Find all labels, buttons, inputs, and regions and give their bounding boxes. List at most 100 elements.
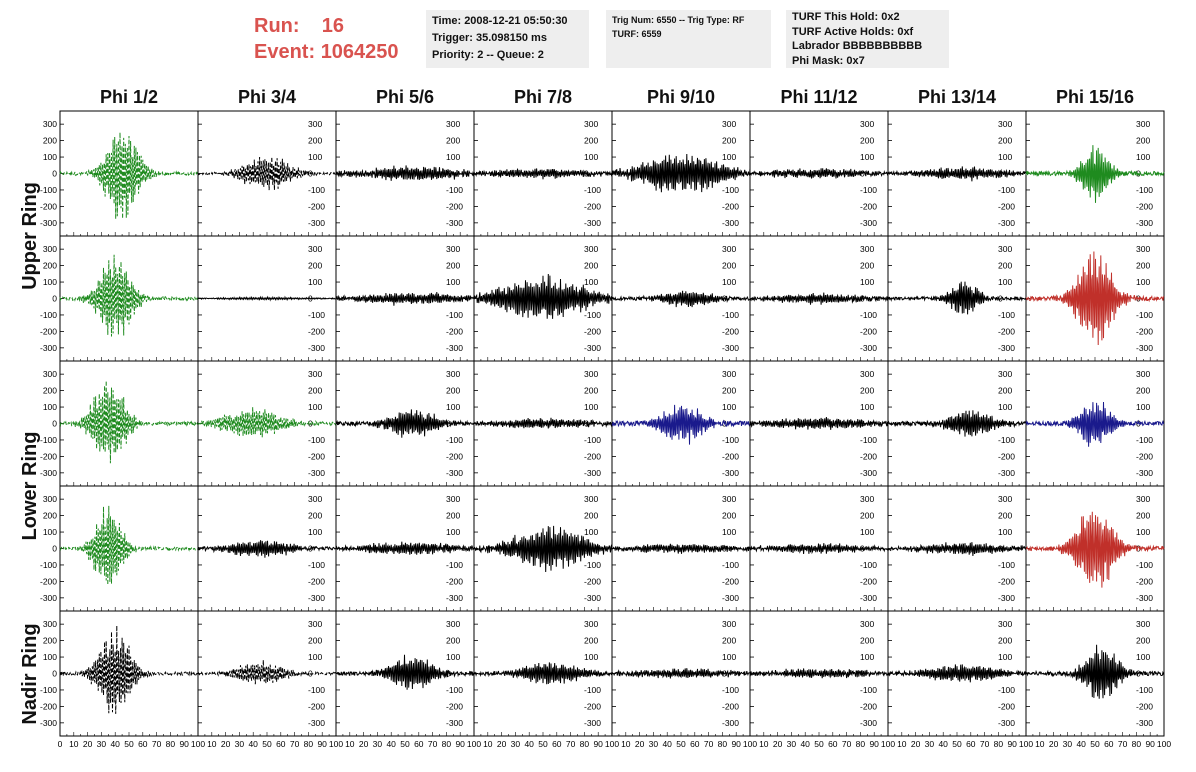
x-tick-label: 50 (1090, 739, 1100, 749)
y-tick-label: -200 (1136, 201, 1153, 211)
waveform-trace (749, 668, 889, 679)
y-tick-label: 200 (308, 386, 322, 396)
x-tick-label: 20 (221, 739, 231, 749)
y-tick-label: 200 (308, 511, 322, 521)
x-tick-label: 30 (1063, 739, 1073, 749)
waveform-trace (611, 404, 751, 445)
y-tick-label: -200 (722, 576, 739, 586)
y-tick-label: -300 (722, 468, 739, 478)
y-tick-label: -200 (446, 701, 463, 711)
waveform-trace (335, 409, 475, 438)
info-line: TURF Active Holds: 0xf (792, 25, 914, 38)
y-tick-label: -200 (722, 201, 739, 211)
y-tick-label: -300 (584, 593, 601, 603)
y-tick-label: 200 (43, 136, 57, 146)
y-tick-label: -300 (1136, 718, 1153, 728)
y-tick-label: 200 (308, 636, 322, 646)
y-tick-label: 100 (722, 527, 736, 537)
y-tick-label: -300 (446, 218, 463, 228)
x-tick-label: 80 (304, 739, 314, 749)
y-tick-label: 200 (722, 511, 736, 521)
y-tick-label: -100 (998, 560, 1015, 570)
y-tick-label: 300 (998, 119, 1012, 129)
y-tick-label: -300 (1136, 593, 1153, 603)
x-tick-label: 90 (1145, 739, 1155, 749)
y-tick-label: 300 (446, 369, 460, 379)
y-tick-label: -300 (308, 218, 325, 228)
waveform-trace (473, 525, 613, 573)
x-tick-label: 0 (58, 739, 63, 749)
y-tick-label: -300 (1136, 468, 1153, 478)
y-tick-label: -100 (308, 685, 325, 695)
y-tick-label: 100 (584, 277, 598, 287)
x-tick-label: 90 (731, 739, 741, 749)
event-value: 1064250 (320, 41, 399, 63)
y-tick-label: 100 (1136, 152, 1150, 162)
y-tick-label: 300 (584, 619, 598, 629)
waveform-trace (473, 662, 613, 685)
y-tick-label: -100 (584, 435, 601, 445)
waveform-trace (1025, 145, 1165, 203)
x-tick-label: 20 (497, 739, 507, 749)
waveform-trace (749, 416, 889, 430)
x-tick-label: 40 (938, 739, 948, 749)
y-tick-label: -200 (860, 701, 877, 711)
y-tick-label: 0 (52, 544, 57, 554)
y-tick-label: -200 (40, 576, 57, 586)
waveform-trace (749, 292, 889, 305)
waveform-trace (887, 281, 1027, 315)
y-tick-label: 100 (584, 652, 598, 662)
x-tick-label: 20 (359, 739, 369, 749)
x-tick-label: 60 (828, 739, 838, 749)
y-tick-label: 200 (584, 136, 598, 146)
waveform-trace (59, 505, 199, 585)
y-tick-label: 100 (722, 402, 736, 412)
y-tick-label: -100 (998, 685, 1015, 695)
waveform-trace (887, 410, 1027, 437)
y-tick-label: 100 (1136, 277, 1150, 287)
y-tick-label: -100 (722, 185, 739, 195)
x-tick-label: 30 (649, 739, 659, 749)
y-tick-label: -200 (308, 201, 325, 211)
y-tick-label: -100 (1136, 435, 1153, 445)
x-tick-label: 60 (966, 739, 976, 749)
waveform-trace (473, 417, 613, 429)
y-tick-label: 200 (43, 636, 57, 646)
y-tick-label: 300 (43, 244, 57, 254)
info-line: Trig Num: 6550 -- Trig Type: RF (612, 15, 745, 25)
waveform-trace (1025, 511, 1165, 588)
y-tick-label: 100 (446, 652, 460, 662)
y-tick-label: 300 (722, 494, 736, 504)
y-tick-label: -100 (998, 185, 1015, 195)
x-tick-label: 40 (110, 739, 120, 749)
x-tick-label: 70 (290, 739, 300, 749)
y-tick-label: 300 (998, 494, 1012, 504)
y-tick-label: 200 (1136, 386, 1150, 396)
y-tick-label: 300 (308, 119, 322, 129)
x-tick-label: 60 (690, 739, 700, 749)
y-tick-label: 100 (43, 152, 57, 162)
y-tick-label: -100 (1136, 185, 1153, 195)
x-tick-label: 10 (621, 739, 631, 749)
waveform-trace (59, 625, 199, 714)
x-tick-label: 10 (69, 739, 79, 749)
y-tick-label: 200 (998, 136, 1012, 146)
y-tick-label: 100 (860, 152, 874, 162)
waveform-trace (611, 543, 751, 554)
y-tick-label: -300 (1136, 218, 1153, 228)
run-label: Run: (254, 15, 300, 37)
x-tick-label: 10 (1035, 739, 1045, 749)
y-tick-label: -200 (308, 451, 325, 461)
y-tick-label: -100 (722, 435, 739, 445)
y-tick-label: -100 (40, 560, 57, 570)
y-tick-label: -300 (1136, 343, 1153, 353)
column-header: Phi 15/16 (1055, 87, 1135, 107)
y-tick-label: 300 (308, 369, 322, 379)
y-tick-label: 200 (584, 386, 598, 396)
y-tick-label: -300 (860, 468, 877, 478)
y-tick-label: -100 (722, 310, 739, 320)
y-tick-label: -300 (722, 718, 739, 728)
column-header: Phi 7/8 (513, 87, 573, 107)
y-tick-label: 300 (1136, 494, 1150, 504)
y-tick-label: -200 (722, 701, 739, 711)
